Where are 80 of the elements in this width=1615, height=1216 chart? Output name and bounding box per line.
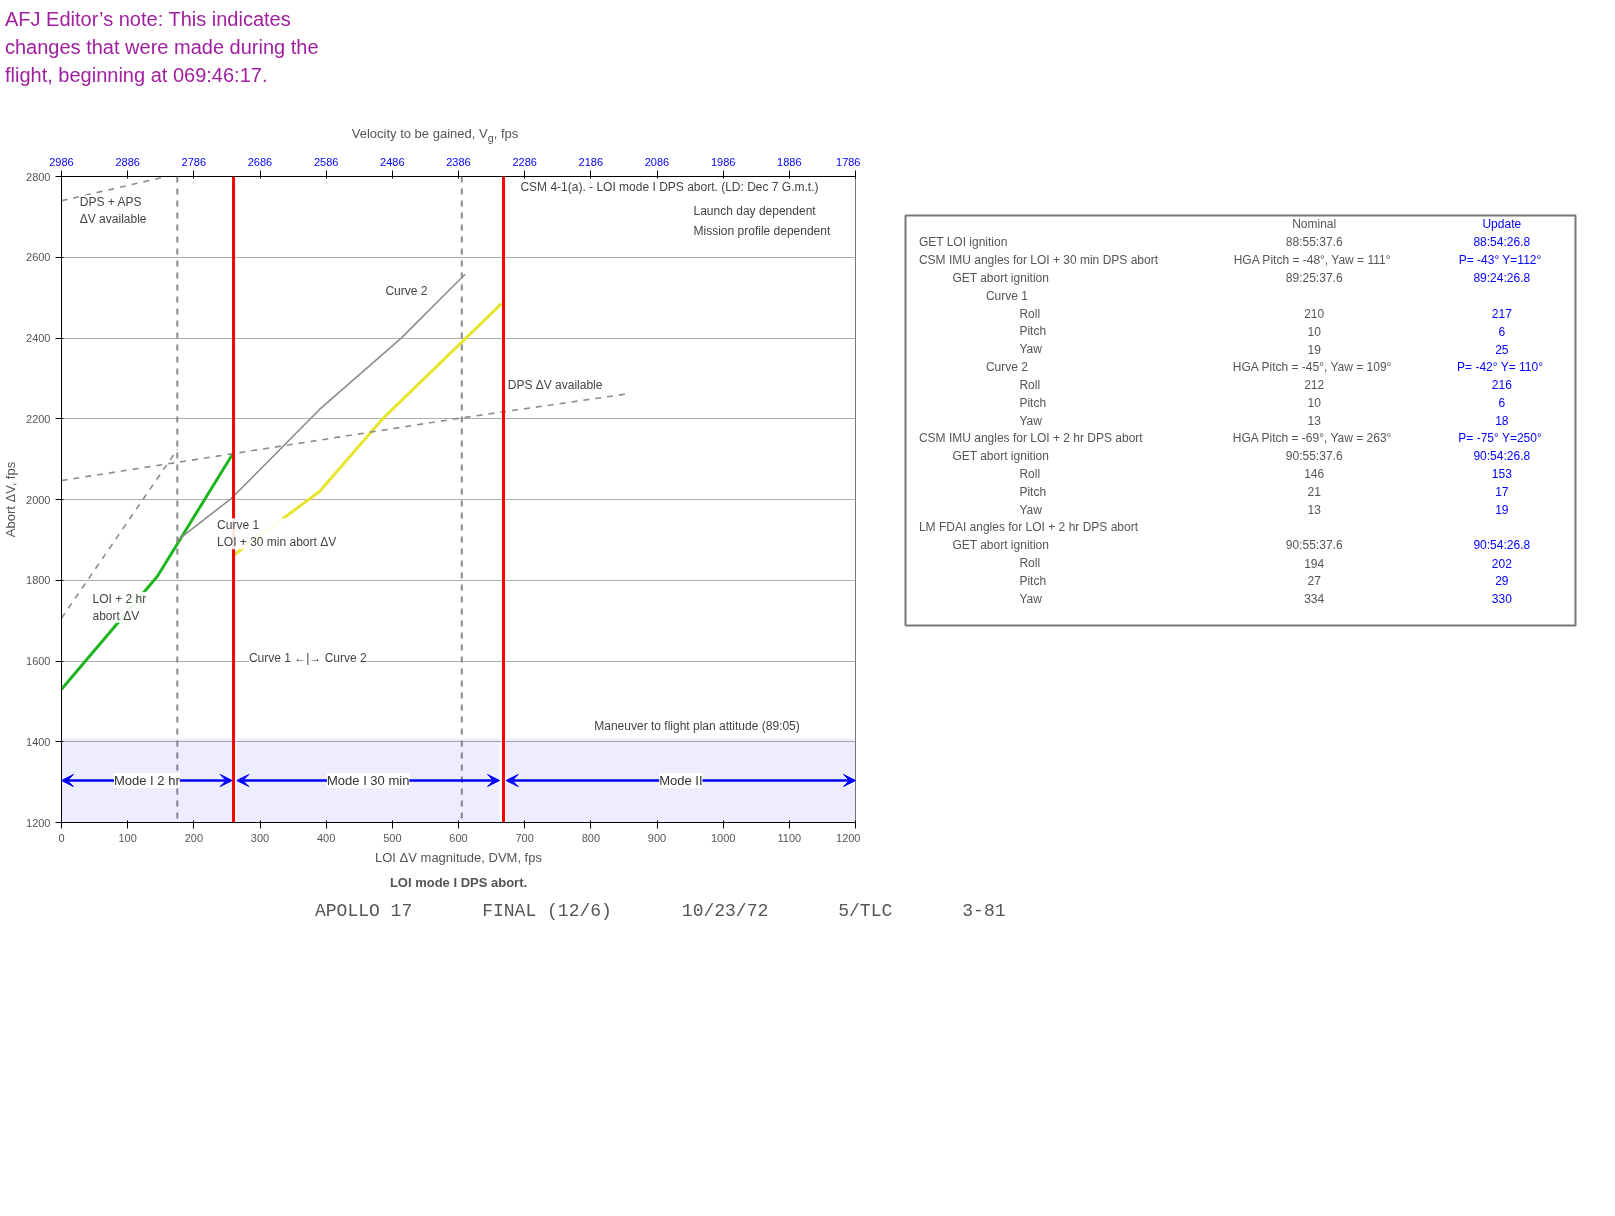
x2-tick-label: 2886 bbox=[115, 155, 140, 168]
x2-tick-label: 2686 bbox=[247, 155, 273, 168]
text: GET abort ignition 90:55:37.6 90:54:26.8 bbox=[952, 449, 1531, 464]
text: Yaw 13 19 bbox=[1019, 502, 1509, 518]
band-label: Mode I 30 min bbox=[327, 773, 410, 789]
text: Pitch 27 29 bbox=[1019, 573, 1509, 589]
x-tick-label: 400 bbox=[316, 831, 336, 844]
y-tick-label: 2600 bbox=[26, 251, 51, 264]
annotation: Maneuver to flight plan attitude (89:05) bbox=[594, 718, 800, 733]
annotation: DPS + APS ΔV available bbox=[79, 195, 147, 227]
text: 10/23/72 bbox=[681, 900, 769, 923]
text: Roll 212 216 bbox=[1019, 377, 1512, 393]
y-tick-label: 2200 bbox=[26, 412, 51, 425]
y-tick-label: 1200 bbox=[26, 816, 51, 829]
y-axis-title: Abort ΔV, fps bbox=[3, 461, 19, 538]
x2-tick-label: 2986 bbox=[49, 155, 74, 168]
text: Yaw 13 18 bbox=[1019, 413, 1509, 428]
x-tick-label: 600 bbox=[449, 831, 468, 844]
text: 3-81 bbox=[962, 900, 1006, 923]
x2-tick-label: 2286 bbox=[512, 155, 537, 168]
x2-axis-title: Velocity to be gained, V$_{g}$, fps bbox=[350, 125, 520, 146]
text: Curve 2 HGA Pitch = -45°, Yaw = 109° P= -42° Y= 110° bbox=[985, 360, 1543, 375]
annotation: Curve 1 ←|→ Curve 2 bbox=[248, 651, 368, 666]
text: 5/TLC bbox=[838, 900, 893, 923]
band-label: Mode I 2 hr bbox=[113, 773, 181, 789]
x-tick-label: 0 bbox=[58, 831, 65, 844]
x-tick-label: 300 bbox=[250, 831, 270, 844]
text: GET abort ignition 89:25:37.6 89:24:26.8 bbox=[952, 270, 1531, 285]
annotation: Curve 2 bbox=[385, 284, 428, 299]
annotation: LOI + 2 hr abort ΔV bbox=[92, 591, 147, 623]
text: FINAL (12/6) bbox=[482, 900, 612, 923]
x-axis-title: LOI ΔV magnitude, DVM, fps bbox=[375, 849, 543, 865]
y-tick-label: 1600 bbox=[26, 655, 51, 667]
text: Yaw 334 330 bbox=[1019, 591, 1512, 607]
annotation: DPS ΔV available bbox=[507, 378, 603, 393]
x-tick-label: 500 bbox=[383, 831, 402, 844]
text: Curve 1 bbox=[985, 288, 1029, 303]
x2-tick-label: 2386 bbox=[446, 155, 471, 168]
x2-tick-label: 2186 bbox=[578, 155, 604, 168]
x2-tick-label: 1886 bbox=[777, 155, 802, 168]
x2-tick-label: 2086 bbox=[644, 155, 670, 168]
x-tick-label: 1000 bbox=[710, 831, 736, 844]
x-tick-label: 700 bbox=[515, 831, 534, 844]
x-tick-label: 900 bbox=[647, 831, 667, 844]
band-label: Mode II bbox=[659, 773, 703, 789]
y-tick-label: 1400 bbox=[26, 735, 51, 748]
text: APOLLO 17 bbox=[315, 900, 413, 923]
text: Roll 146 153 bbox=[1019, 466, 1512, 482]
text: GET LOI ignition 88:55:37.6 88:54:26.8 bbox=[918, 235, 1531, 250]
text: LOI mode I DPS abort. bbox=[389, 874, 528, 890]
text: GET abort ignition 90:55:37.6 90:54:26.8 bbox=[952, 538, 1531, 553]
text: CSM IMU angles for LOI + 2 hr DPS abort HGA Pitch = -69°, Yaw = 263° P= -75° Y=250° bbox=[918, 431, 1542, 446]
y-tick-label: 1800 bbox=[26, 574, 51, 587]
text: CSM IMU angles for LOI + 30 min DPS abort HGA Pitch = -48°, Yaw = 111° P= -43° Y=112° bbox=[918, 253, 1542, 268]
x-tick-label: 100 bbox=[118, 831, 137, 844]
annotation: CSM 4-1(a). - LOI mode I DPS abort. (LD: Dec 7 G.m.t.) bbox=[520, 180, 819, 195]
text: Yaw 19 25 bbox=[1019, 342, 1509, 357]
y-tick-label: 2400 bbox=[26, 332, 51, 344]
x2-tick-label: 2786 bbox=[181, 155, 207, 168]
x-tick-label: 1100 bbox=[777, 831, 802, 844]
x2-tick-label: 2486 bbox=[380, 155, 405, 168]
x-tick-label: 800 bbox=[581, 831, 601, 844]
x-tick-label: 200 bbox=[184, 831, 204, 844]
text: Roll 194 202 bbox=[1019, 556, 1512, 571]
x2-tick-label: 2586 bbox=[313, 155, 339, 168]
text: LM FDAI angles for LOI + 2 hr DPS abort bbox=[918, 520, 1139, 535]
annotation: Mission profile dependent bbox=[693, 223, 831, 238]
annotation: Launch day dependent bbox=[693, 203, 817, 218]
text: Pitch 21 17 bbox=[1019, 484, 1509, 500]
y-tick-label: 2000 bbox=[26, 493, 51, 506]
text: Roll 210 217 bbox=[1019, 306, 1512, 322]
y-tick-label: 2800 bbox=[26, 170, 51, 183]
text: Pitch 10 6 bbox=[1019, 324, 1506, 339]
x2-tick-label: 1786 bbox=[836, 155, 861, 168]
x2-tick-label: 1986 bbox=[710, 155, 736, 168]
annotation: Curve 1 LOI + 30 min abort ΔV bbox=[217, 518, 337, 550]
text: AFJ Editor’s note: This indicates changes that were made during the flight, beginning at 069:46:17. bbox=[5, 7, 320, 88]
x-tick-label: 1200 bbox=[836, 831, 861, 844]
text: Nominal Update bbox=[1292, 217, 1522, 232]
text: Pitch 10 6 bbox=[1019, 395, 1506, 411]
